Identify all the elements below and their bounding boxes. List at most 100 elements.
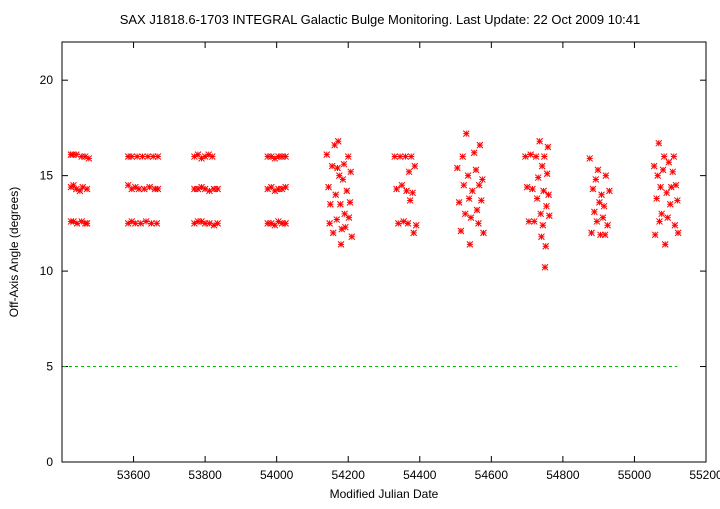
data-point <box>663 189 670 197</box>
data-point <box>396 153 404 160</box>
x-tick-label: 54800 <box>546 468 580 482</box>
data-point <box>391 153 399 160</box>
data-point <box>214 185 221 193</box>
data-point <box>70 181 77 189</box>
data-point <box>208 153 216 160</box>
data-point <box>326 200 334 208</box>
data-point <box>326 220 333 227</box>
data-point <box>153 220 161 227</box>
data-point <box>600 202 608 210</box>
data-point <box>665 158 673 166</box>
data-point <box>536 137 543 145</box>
data-point <box>464 172 472 179</box>
data-point <box>473 206 481 214</box>
data-point <box>658 210 665 218</box>
data-point <box>140 185 148 193</box>
data-point <box>348 233 356 241</box>
data-point <box>650 162 658 170</box>
data-point <box>271 221 279 229</box>
data-point <box>475 220 482 227</box>
data-point <box>407 153 415 160</box>
data-point <box>674 229 682 237</box>
data-point <box>602 172 610 179</box>
data-point <box>540 153 548 160</box>
data-point <box>670 153 678 160</box>
data-point <box>661 241 669 248</box>
data-point <box>333 216 341 223</box>
data-point <box>404 220 412 227</box>
axis-ticks: 53600 53800 54000 54200 54400 54600 54800 55000… <box>40 42 720 482</box>
data-point <box>344 153 352 160</box>
data-point <box>525 218 533 225</box>
data-point <box>139 153 146 160</box>
data-point <box>540 187 547 195</box>
data-point <box>593 218 601 225</box>
data-point <box>403 187 410 195</box>
data-point <box>398 181 406 189</box>
data-point <box>545 212 553 220</box>
y-tick-label: 15 <box>40 169 54 183</box>
data-point <box>654 172 662 179</box>
data-point <box>586 155 594 162</box>
x-tick-label: 54000 <box>260 468 294 482</box>
x-tick-label: 53600 <box>117 468 151 482</box>
data-point <box>402 153 409 160</box>
data-point <box>328 162 336 170</box>
data-point <box>85 155 93 162</box>
data-point <box>479 176 486 183</box>
data-point <box>405 168 413 176</box>
data-point <box>672 181 680 189</box>
data-point <box>523 183 531 191</box>
data-point <box>655 139 663 147</box>
data-point <box>83 220 91 227</box>
plot-frame <box>61 41 707 463</box>
data-point <box>347 168 355 176</box>
data-point <box>545 191 552 199</box>
data-point <box>664 214 672 221</box>
data-point <box>394 220 402 227</box>
data-point <box>329 229 337 237</box>
data-point <box>337 241 345 248</box>
y-tick-label: 0 <box>46 455 53 469</box>
data-point <box>588 229 595 237</box>
data-point <box>342 223 349 231</box>
data-point <box>459 153 467 160</box>
data-point <box>453 164 461 172</box>
data-point <box>460 181 468 189</box>
data-point <box>656 218 663 225</box>
data-point <box>591 208 598 216</box>
data-point <box>142 218 150 225</box>
y-axis-label: Off-Axis Angle (degrees) <box>7 187 21 318</box>
data-point <box>325 183 332 191</box>
data-point <box>323 151 331 158</box>
data-point <box>659 166 667 174</box>
data-point <box>599 214 607 221</box>
data-point <box>462 130 470 137</box>
data-point <box>282 220 289 227</box>
data-points <box>67 130 682 271</box>
data-point <box>412 221 420 229</box>
data-point <box>601 231 609 239</box>
data-point <box>146 183 154 191</box>
data-point <box>410 229 418 237</box>
x-tick-label: 54600 <box>475 468 509 482</box>
chart-title: SAX J1818.6-1703 INTEGRAL Galactic Bulge… <box>120 12 641 27</box>
data-point <box>343 187 351 195</box>
data-point <box>530 218 538 225</box>
data-point <box>480 229 487 237</box>
data-point <box>457 227 465 235</box>
data-point <box>534 174 542 181</box>
data-point <box>537 210 545 218</box>
data-point <box>345 214 353 221</box>
x-tick-label: 53800 <box>188 468 222 482</box>
data-point <box>154 153 162 160</box>
data-point <box>543 170 551 178</box>
data-point <box>128 153 136 160</box>
y-tick-label: 20 <box>40 73 54 87</box>
data-point <box>598 191 605 199</box>
data-point <box>529 185 536 193</box>
data-point <box>76 187 84 195</box>
data-point <box>72 151 80 158</box>
